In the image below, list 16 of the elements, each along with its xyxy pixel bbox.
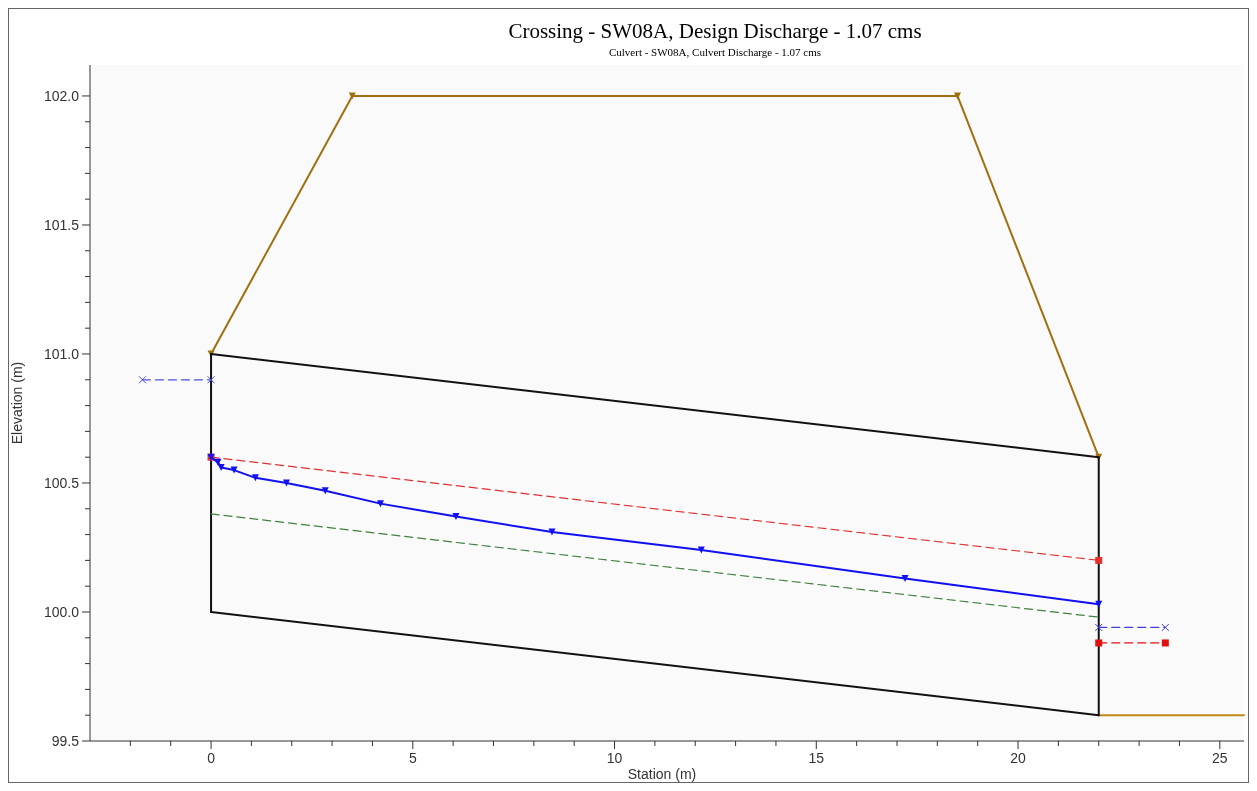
y-tick-label: 102.0	[43, 87, 80, 104]
x-axis-title: Station (m)	[627, 766, 697, 782]
y-axis-title: Elevation (m)	[9, 361, 25, 445]
chart-subtitle: Culvert - SW08A, Culvert Discharge - 1.07 cms	[608, 46, 822, 58]
y-tick-label: 101.5	[43, 216, 80, 233]
y-tick-label: 100.5	[43, 474, 80, 491]
x-tick-label: 25	[1212, 750, 1228, 766]
x-tick-label: 20	[1010, 750, 1027, 766]
y-tick-label: 99.5	[51, 732, 80, 749]
x-tick-label: 0	[207, 750, 216, 766]
chart-title: Crossing - SW08A, Design Discharge - 1.07 cms	[508, 19, 922, 43]
x-tick-label: 15	[808, 750, 825, 766]
y-tick-label: 100.0	[43, 603, 80, 620]
x-tick-label: 5	[408, 750, 417, 766]
y-tick-label: 101.0	[43, 345, 80, 362]
x-tick-label: 10	[606, 750, 623, 766]
